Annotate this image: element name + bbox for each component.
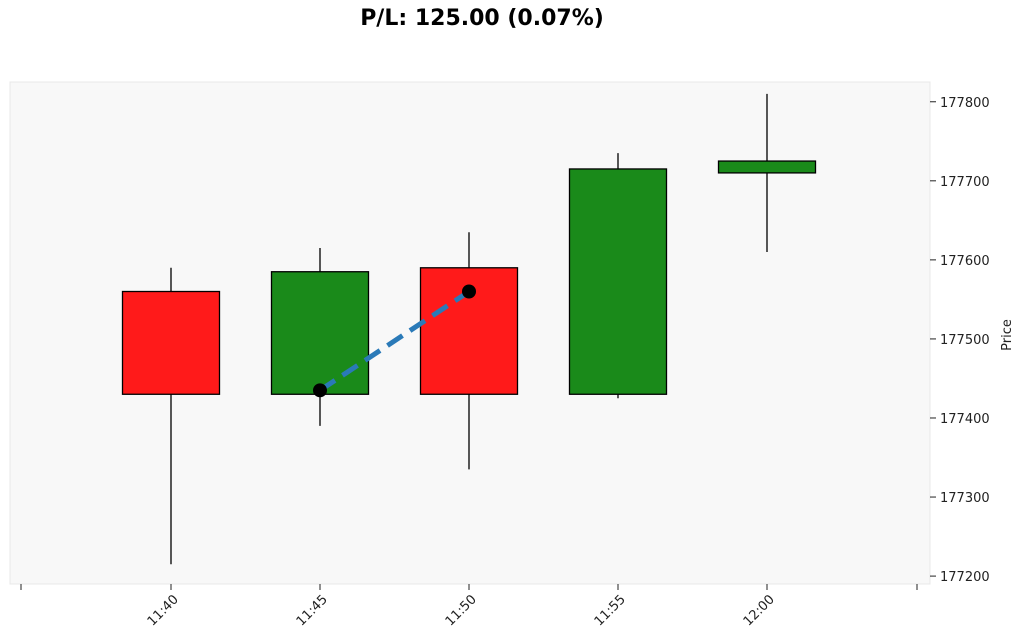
candle-1140 <box>121 267 221 565</box>
y-axis: 177200 177300 177400 177500 177600 177700 1778… <box>930 96 990 585</box>
candle-body-down <box>121 290 221 395</box>
candle-body-up <box>717 160 817 174</box>
candles-group <box>121 93 817 565</box>
x-tick-label: 12:00 <box>741 592 778 629</box>
trade-group <box>313 284 476 398</box>
x-tick-label: 11:55 <box>592 592 629 629</box>
candle-body-up <box>568 168 668 395</box>
y-tick-label: 177200 <box>940 570 990 585</box>
x-tick-label: 11:45 <box>294 592 331 629</box>
trade-exit-marker <box>462 284 476 299</box>
candle-1155 <box>568 153 668 399</box>
trade-entry-marker <box>313 383 327 398</box>
x-tick-label: 11:40 <box>145 592 182 629</box>
y-axis-title: Price <box>1000 319 1015 351</box>
y-tick-label: 177300 <box>940 491 990 506</box>
trade-line <box>318 289 471 393</box>
x-tick-label: 11:50 <box>443 592 480 629</box>
candle-1200 <box>717 93 817 252</box>
y-tick-label: 177800 <box>940 96 990 111</box>
candle-body-up <box>270 271 370 395</box>
chart-title: P/L: 125.00 (0.07%) <box>360 6 604 31</box>
y-tick-label: 177700 <box>940 175 990 190</box>
y-tick-label: 177600 <box>940 254 990 269</box>
y-tick-label: 177400 <box>940 412 990 427</box>
y-tick-label: 177500 <box>940 333 990 348</box>
x-axis: 11:40 11:45 11:50 11:55 12:00 <box>20 584 918 629</box>
